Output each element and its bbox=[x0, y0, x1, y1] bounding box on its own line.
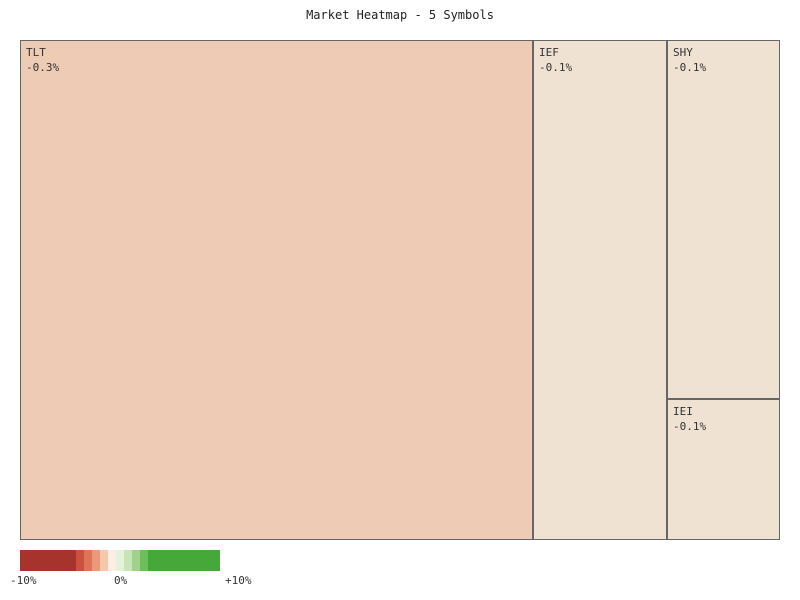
color-scale-stop bbox=[84, 550, 92, 571]
tile-change: -0.1% bbox=[673, 420, 707, 433]
color-scale-stop bbox=[100, 550, 108, 571]
chart-title: Market Heatmap - 5 Symbols bbox=[306, 8, 494, 22]
color-scale-stop bbox=[196, 550, 204, 571]
tile-change: -0.1% bbox=[539, 61, 573, 74]
color-scale-stop bbox=[116, 550, 124, 571]
color-scale-stop bbox=[204, 550, 212, 571]
color-scale-stop bbox=[52, 550, 60, 571]
color-scale-min-label: -10% bbox=[10, 574, 37, 587]
tile-change: -0.1% bbox=[673, 61, 707, 74]
color-scale-stop bbox=[164, 550, 172, 571]
treemap: TLT -0.3% IEF -0.1% SHY -0.1% IEI -0.1% bbox=[20, 40, 780, 540]
tile-symbol: SHY bbox=[673, 46, 693, 59]
color-scale-stop bbox=[36, 550, 44, 571]
color-scale-max-label: +10% bbox=[225, 574, 252, 587]
color-scale-stop bbox=[108, 550, 116, 571]
color-scale-stop bbox=[76, 550, 84, 571]
color-scale-stop bbox=[28, 550, 36, 571]
color-scale-stop bbox=[68, 550, 76, 571]
color-scale-stop bbox=[156, 550, 164, 571]
color-scale-stop bbox=[124, 550, 132, 571]
color-scale-bar bbox=[20, 550, 220, 571]
tile-symbol: TLT bbox=[26, 46, 46, 59]
tile-ief[interactable]: IEF -0.1% bbox=[533, 40, 667, 540]
color-scale-stop bbox=[172, 550, 180, 571]
color-scale-stop bbox=[188, 550, 196, 571]
color-scale-stop bbox=[44, 550, 52, 571]
tile-shy[interactable]: SHY -0.1% bbox=[667, 40, 780, 399]
color-scale-stop bbox=[180, 550, 188, 571]
tile-change: -0.3% bbox=[26, 61, 60, 74]
tile-iei[interactable]: IEI -0.1% bbox=[667, 399, 780, 540]
tile-symbol: IEI bbox=[673, 405, 693, 418]
color-scale-stop bbox=[92, 550, 100, 571]
tile-symbol: IEF bbox=[539, 46, 559, 59]
tile-tlt[interactable]: TLT -0.3% bbox=[20, 40, 533, 540]
color-scale-stop bbox=[140, 550, 148, 571]
color-scale-mid-label: 0% bbox=[114, 574, 128, 587]
color-scale-stop bbox=[20, 550, 28, 571]
color-scale-stop bbox=[60, 550, 68, 571]
color-scale-stop bbox=[212, 550, 220, 571]
color-scale-stop bbox=[132, 550, 140, 571]
color-scale-stop bbox=[148, 550, 156, 571]
